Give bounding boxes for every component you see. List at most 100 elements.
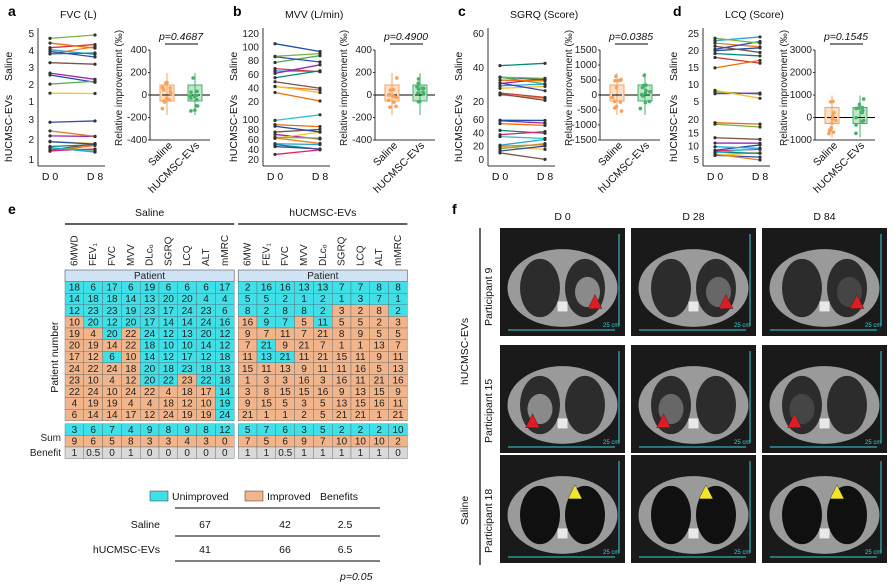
scale-label: 25 cm (865, 440, 881, 446)
box-data-point (416, 81, 421, 85)
column-header: DLᴄₒ (145, 244, 156, 266)
cell-value: 6 (109, 352, 115, 363)
benefit-value: 1 (72, 448, 78, 459)
participant-label: Participant 15 (483, 379, 495, 443)
data-point (713, 47, 717, 51)
cell-value: 1 (358, 341, 364, 352)
cell-value: 21 (242, 410, 254, 421)
ev-patient-line (714, 122, 761, 125)
patient-header: Patient (307, 271, 338, 282)
table-cell (388, 408, 408, 421)
lesion-arrow-icon (587, 294, 603, 309)
benefit-value: 0 (109, 448, 115, 459)
cell-value: 4 (128, 399, 134, 410)
cell-value: 18 (88, 294, 100, 305)
lesion-arrow-icon (829, 484, 845, 500)
cell-value: 7 (358, 283, 364, 294)
cell-value: 4 (222, 294, 228, 305)
cell-value: 2 (264, 306, 270, 317)
cell-value: 2 (320, 294, 326, 305)
cell-value: 18 (163, 399, 175, 410)
ct-right-lung (827, 485, 867, 545)
column-header: FVC (107, 246, 118, 266)
data-point (273, 54, 277, 58)
data-point (93, 142, 97, 146)
box-data-point (421, 86, 426, 91)
data-point (713, 39, 717, 43)
cell-value: 19 (69, 329, 81, 340)
data-point (498, 147, 502, 151)
cell-value: 22 (163, 375, 175, 386)
cell-value: 12 (219, 329, 231, 340)
box-y-tick: -200 (352, 113, 372, 124)
data-point (498, 92, 502, 96)
y-tick-label: 40 (473, 63, 485, 74)
box-data-point (642, 73, 647, 78)
sum-value: 6 (282, 425, 288, 436)
cell-value: 11 (242, 352, 253, 363)
data-point (273, 84, 277, 88)
data-point (318, 69, 322, 73)
saline-patient-line (274, 70, 321, 79)
saline-patient-line (274, 85, 321, 94)
cell-value: 3 (282, 375, 288, 386)
benefit-value: 0 (203, 448, 209, 459)
saline-patient-line (714, 92, 761, 95)
sum-value: 0 (222, 436, 228, 447)
saline-patient-line (49, 62, 96, 65)
cell-value: 17 (219, 283, 231, 294)
y-tick-label: 5 (693, 97, 699, 108)
cell-value: 9 (245, 399, 251, 410)
cell-value: 20 (106, 329, 118, 340)
ct-spine (688, 301, 699, 312)
data-point (48, 120, 52, 124)
cell-value: 19 (200, 410, 212, 421)
saline-group-label: Saline (3, 52, 15, 81)
ev-group-label: hUCMSC-EVs (668, 95, 680, 162)
data-point (758, 61, 762, 65)
y-tick-label: 1 (28, 97, 34, 108)
box-y-tick: 1000 (790, 90, 813, 101)
ct-spine (557, 528, 568, 539)
cell-value: 19 (144, 283, 156, 294)
box-y-axis-title: Relative improvement (‰) (339, 30, 350, 146)
cell-value: 11 (393, 352, 404, 363)
cell-value: 16 (392, 375, 404, 386)
cell-value: 1 (339, 341, 345, 352)
data-point (93, 91, 97, 96)
data-point (48, 49, 52, 54)
cell-value: 13 (336, 399, 348, 410)
cell-value: 24 (106, 364, 118, 375)
ev-patient-line (499, 144, 546, 147)
cell-value: 12 (106, 317, 118, 328)
cell-value: 20 (144, 375, 156, 386)
sum-value: 3 (203, 436, 209, 447)
data-point (318, 142, 322, 147)
cell-value: 9 (282, 341, 288, 352)
data-point (543, 118, 547, 123)
y-tick-label: 3 (28, 63, 34, 74)
lesion-arrow-icon (525, 413, 540, 428)
box-data-point (612, 99, 617, 104)
ev-patient-line (499, 152, 546, 160)
data-point (713, 41, 717, 45)
box-y-tick: 1000 (575, 60, 598, 71)
y-tick-label: 2 (28, 80, 34, 91)
cell-value: 21 (392, 410, 404, 421)
cell-value: 18 (182, 387, 194, 398)
cell-value: 16 (317, 387, 329, 398)
box-data-point (160, 85, 165, 90)
box-data-point (417, 99, 422, 104)
cell-value: 6 (166, 283, 172, 294)
saline-patient-line (49, 50, 96, 58)
cell-value: 7 (339, 283, 345, 294)
box-data-point (161, 99, 166, 103)
saline-group-header: Saline (135, 207, 164, 219)
box-y-tick: 0 (591, 90, 597, 101)
cell-value: 10 (125, 352, 137, 363)
data-point (48, 146, 52, 150)
ct-left-lung (520, 485, 560, 545)
cell-value: 9 (339, 387, 345, 398)
ct-right-lung (827, 375, 867, 435)
cell-value: 11 (355, 352, 366, 363)
